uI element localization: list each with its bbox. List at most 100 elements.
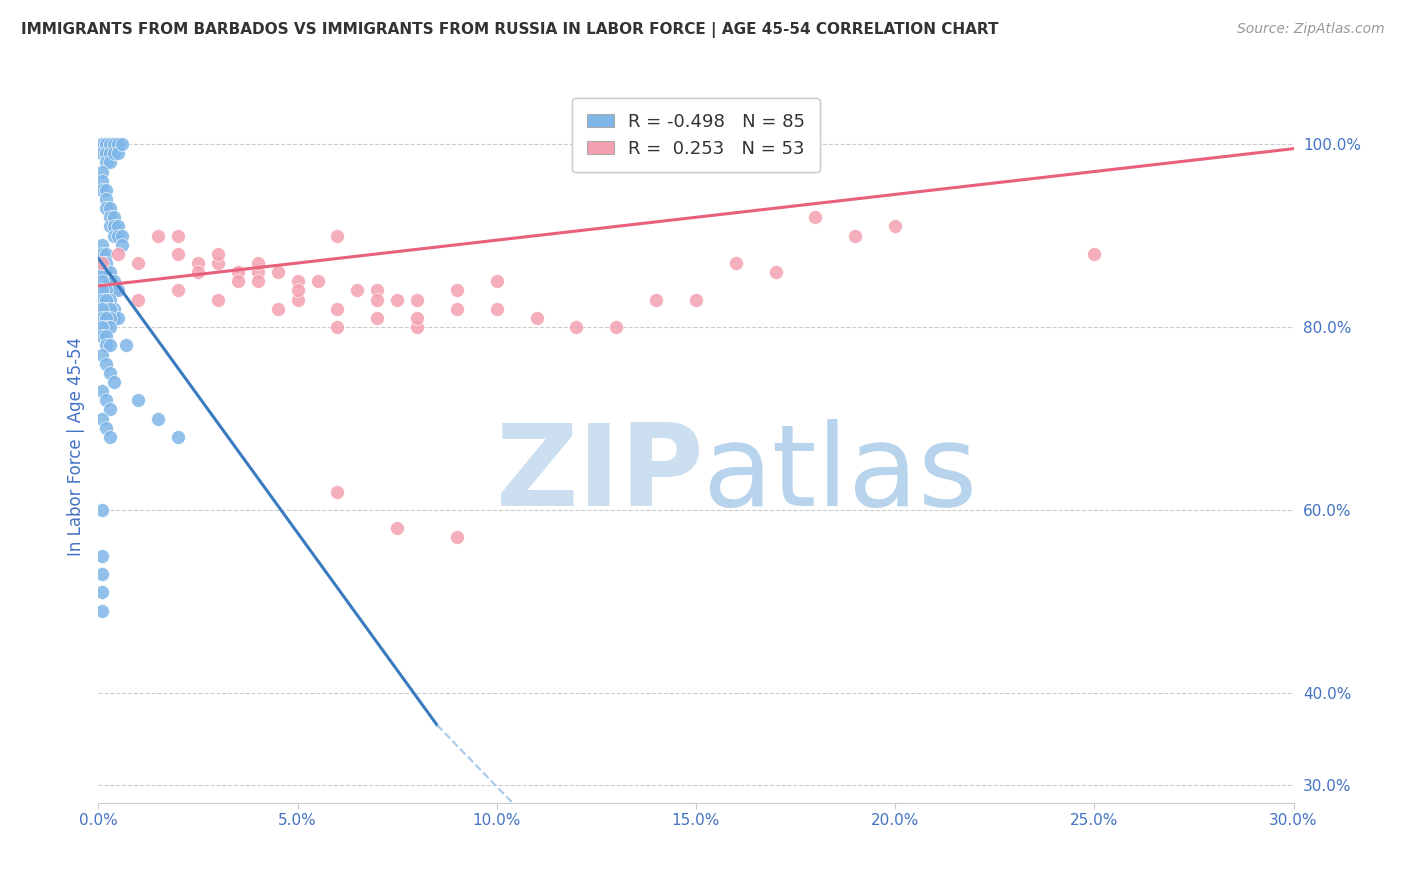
Point bbox=[685, 293, 707, 307]
Point bbox=[287, 284, 309, 298]
Point bbox=[96, 338, 118, 352]
Point bbox=[98, 265, 122, 279]
Point bbox=[96, 265, 118, 279]
Point bbox=[366, 293, 388, 307]
Point bbox=[98, 301, 122, 316]
Point bbox=[844, 228, 866, 243]
Point bbox=[91, 585, 114, 599]
Point bbox=[107, 247, 129, 261]
Point bbox=[91, 549, 114, 563]
Point bbox=[91, 256, 114, 270]
Point bbox=[127, 393, 149, 408]
Point bbox=[326, 320, 349, 334]
Point bbox=[96, 284, 118, 298]
Point bbox=[346, 284, 368, 298]
Point bbox=[91, 284, 114, 298]
Point bbox=[91, 137, 114, 152]
Point bbox=[226, 265, 249, 279]
Point bbox=[107, 219, 129, 234]
Point bbox=[765, 265, 787, 279]
Legend: R = -0.498   N = 85, R =  0.253   N = 53: R = -0.498 N = 85, R = 0.253 N = 53 bbox=[572, 98, 820, 172]
Point bbox=[103, 274, 125, 288]
Point bbox=[103, 137, 125, 152]
Point bbox=[98, 211, 122, 225]
Point bbox=[98, 155, 122, 169]
Point bbox=[107, 228, 129, 243]
Point bbox=[98, 320, 122, 334]
Point bbox=[226, 274, 249, 288]
Point bbox=[103, 284, 125, 298]
Point bbox=[91, 604, 114, 618]
Point bbox=[98, 430, 122, 444]
Point bbox=[605, 320, 627, 334]
Point bbox=[207, 247, 229, 261]
Point bbox=[96, 320, 118, 334]
Point bbox=[207, 293, 229, 307]
Point bbox=[246, 256, 269, 270]
Point bbox=[167, 247, 190, 261]
Point bbox=[111, 237, 134, 252]
Point bbox=[98, 219, 122, 234]
Point bbox=[446, 531, 468, 545]
Point bbox=[187, 265, 209, 279]
Point bbox=[103, 375, 125, 389]
Point bbox=[267, 265, 290, 279]
Point bbox=[724, 256, 747, 270]
Point bbox=[98, 301, 122, 316]
Point bbox=[366, 310, 388, 325]
Point bbox=[406, 293, 429, 307]
Point bbox=[91, 567, 114, 582]
Point bbox=[91, 329, 114, 343]
Point bbox=[207, 256, 229, 270]
Point bbox=[103, 310, 125, 325]
Point bbox=[246, 274, 269, 288]
Point bbox=[91, 256, 114, 270]
Point bbox=[326, 301, 349, 316]
Point bbox=[98, 310, 122, 325]
Point bbox=[91, 164, 114, 178]
Point bbox=[98, 146, 122, 161]
Point bbox=[91, 320, 114, 334]
Point bbox=[267, 301, 290, 316]
Point bbox=[96, 293, 118, 307]
Point bbox=[96, 357, 118, 371]
Point bbox=[111, 137, 134, 152]
Point bbox=[91, 237, 114, 252]
Point bbox=[96, 310, 118, 325]
Point bbox=[96, 301, 118, 316]
Point bbox=[485, 301, 508, 316]
Point bbox=[96, 155, 118, 169]
Point bbox=[645, 293, 668, 307]
Point bbox=[446, 284, 468, 298]
Point bbox=[127, 256, 149, 270]
Point bbox=[307, 274, 329, 288]
Point bbox=[91, 183, 114, 197]
Point bbox=[326, 484, 349, 499]
Point bbox=[148, 411, 170, 425]
Text: IMMIGRANTS FROM BARBADOS VS IMMIGRANTS FROM RUSSIA IN LABOR FORCE | AGE 45-54 CO: IMMIGRANTS FROM BARBADOS VS IMMIGRANTS F… bbox=[21, 22, 998, 38]
Point bbox=[565, 320, 588, 334]
Point bbox=[111, 228, 134, 243]
Point bbox=[98, 137, 122, 152]
Text: atlas: atlas bbox=[702, 419, 977, 530]
Point bbox=[96, 201, 118, 215]
Point bbox=[91, 265, 114, 279]
Point bbox=[167, 228, 190, 243]
Point bbox=[103, 211, 125, 225]
Point bbox=[526, 310, 548, 325]
Point bbox=[91, 310, 114, 325]
Point bbox=[96, 137, 118, 152]
Point bbox=[167, 284, 190, 298]
Point bbox=[98, 366, 122, 380]
Point bbox=[1083, 247, 1105, 261]
Point bbox=[91, 146, 114, 161]
Point bbox=[91, 274, 114, 288]
Point bbox=[91, 503, 114, 517]
Point bbox=[246, 265, 269, 279]
Y-axis label: In Labor Force | Age 45-54: In Labor Force | Age 45-54 bbox=[66, 336, 84, 556]
Point bbox=[98, 293, 122, 307]
Point bbox=[366, 284, 388, 298]
Text: ZIP: ZIP bbox=[496, 419, 704, 530]
Point bbox=[96, 247, 118, 261]
Point bbox=[91, 411, 114, 425]
